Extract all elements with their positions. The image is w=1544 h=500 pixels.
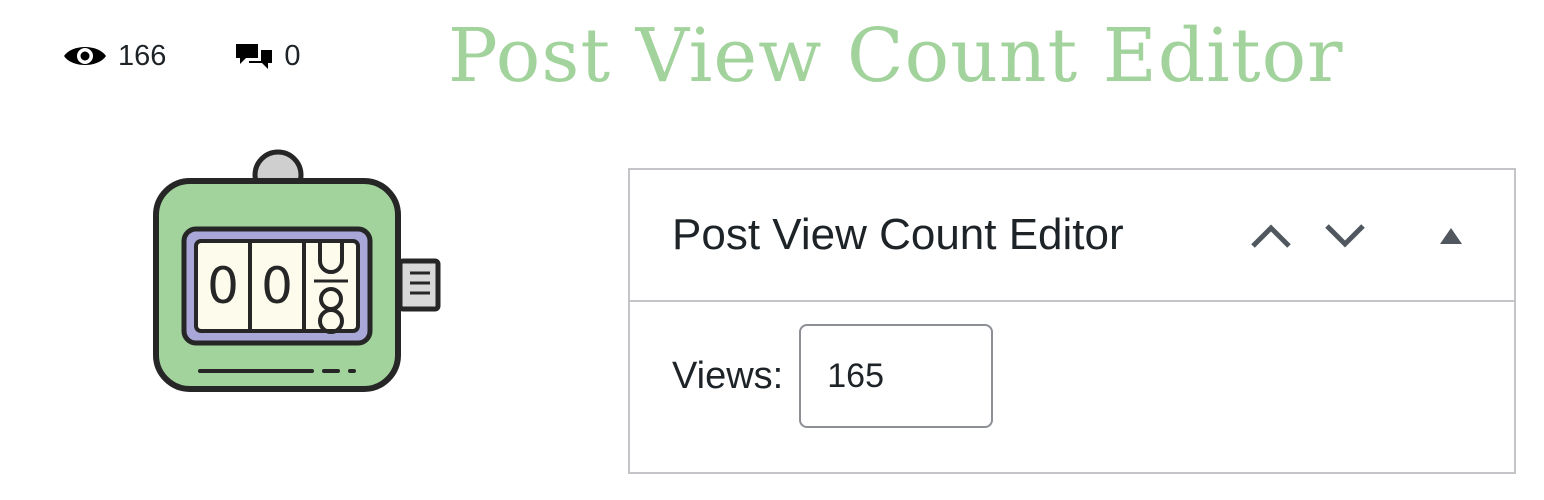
move-up-button[interactable]: [1248, 213, 1294, 259]
views-input[interactable]: [799, 324, 994, 428]
comments-stat: 0: [234, 39, 301, 73]
banner-title: Post View Count Editor: [448, 13, 1344, 99]
views-stat: 166: [62, 40, 166, 73]
metabox-body: Views:: [630, 302, 1514, 472]
post-stats: 166 0: [62, 36, 301, 76]
triangle-up-icon: [1440, 228, 1462, 244]
toggle-panel-button[interactable]: [1428, 213, 1474, 259]
comments-count: 0: [284, 39, 301, 72]
chevron-down-icon: [1325, 224, 1365, 248]
counter-digit-2: 0: [261, 257, 293, 315]
chevron-up-icon: [1251, 224, 1291, 248]
metabox-header[interactable]: Post View Count Editor: [630, 170, 1514, 302]
eye-icon: [62, 42, 108, 70]
post-view-count-metabox: Post View Count Editor: [628, 168, 1516, 474]
metabox-controls: [1248, 170, 1474, 302]
views-count: 166: [118, 39, 167, 72]
views-label: Views:: [672, 354, 784, 397]
tally-counter-icon: 0 0: [148, 145, 448, 395]
metabox-title: Post View Count Editor: [672, 210, 1124, 259]
comments-icon: [234, 41, 274, 71]
move-down-button[interactable]: [1322, 213, 1368, 259]
counter-digit-1: 0: [207, 257, 239, 315]
